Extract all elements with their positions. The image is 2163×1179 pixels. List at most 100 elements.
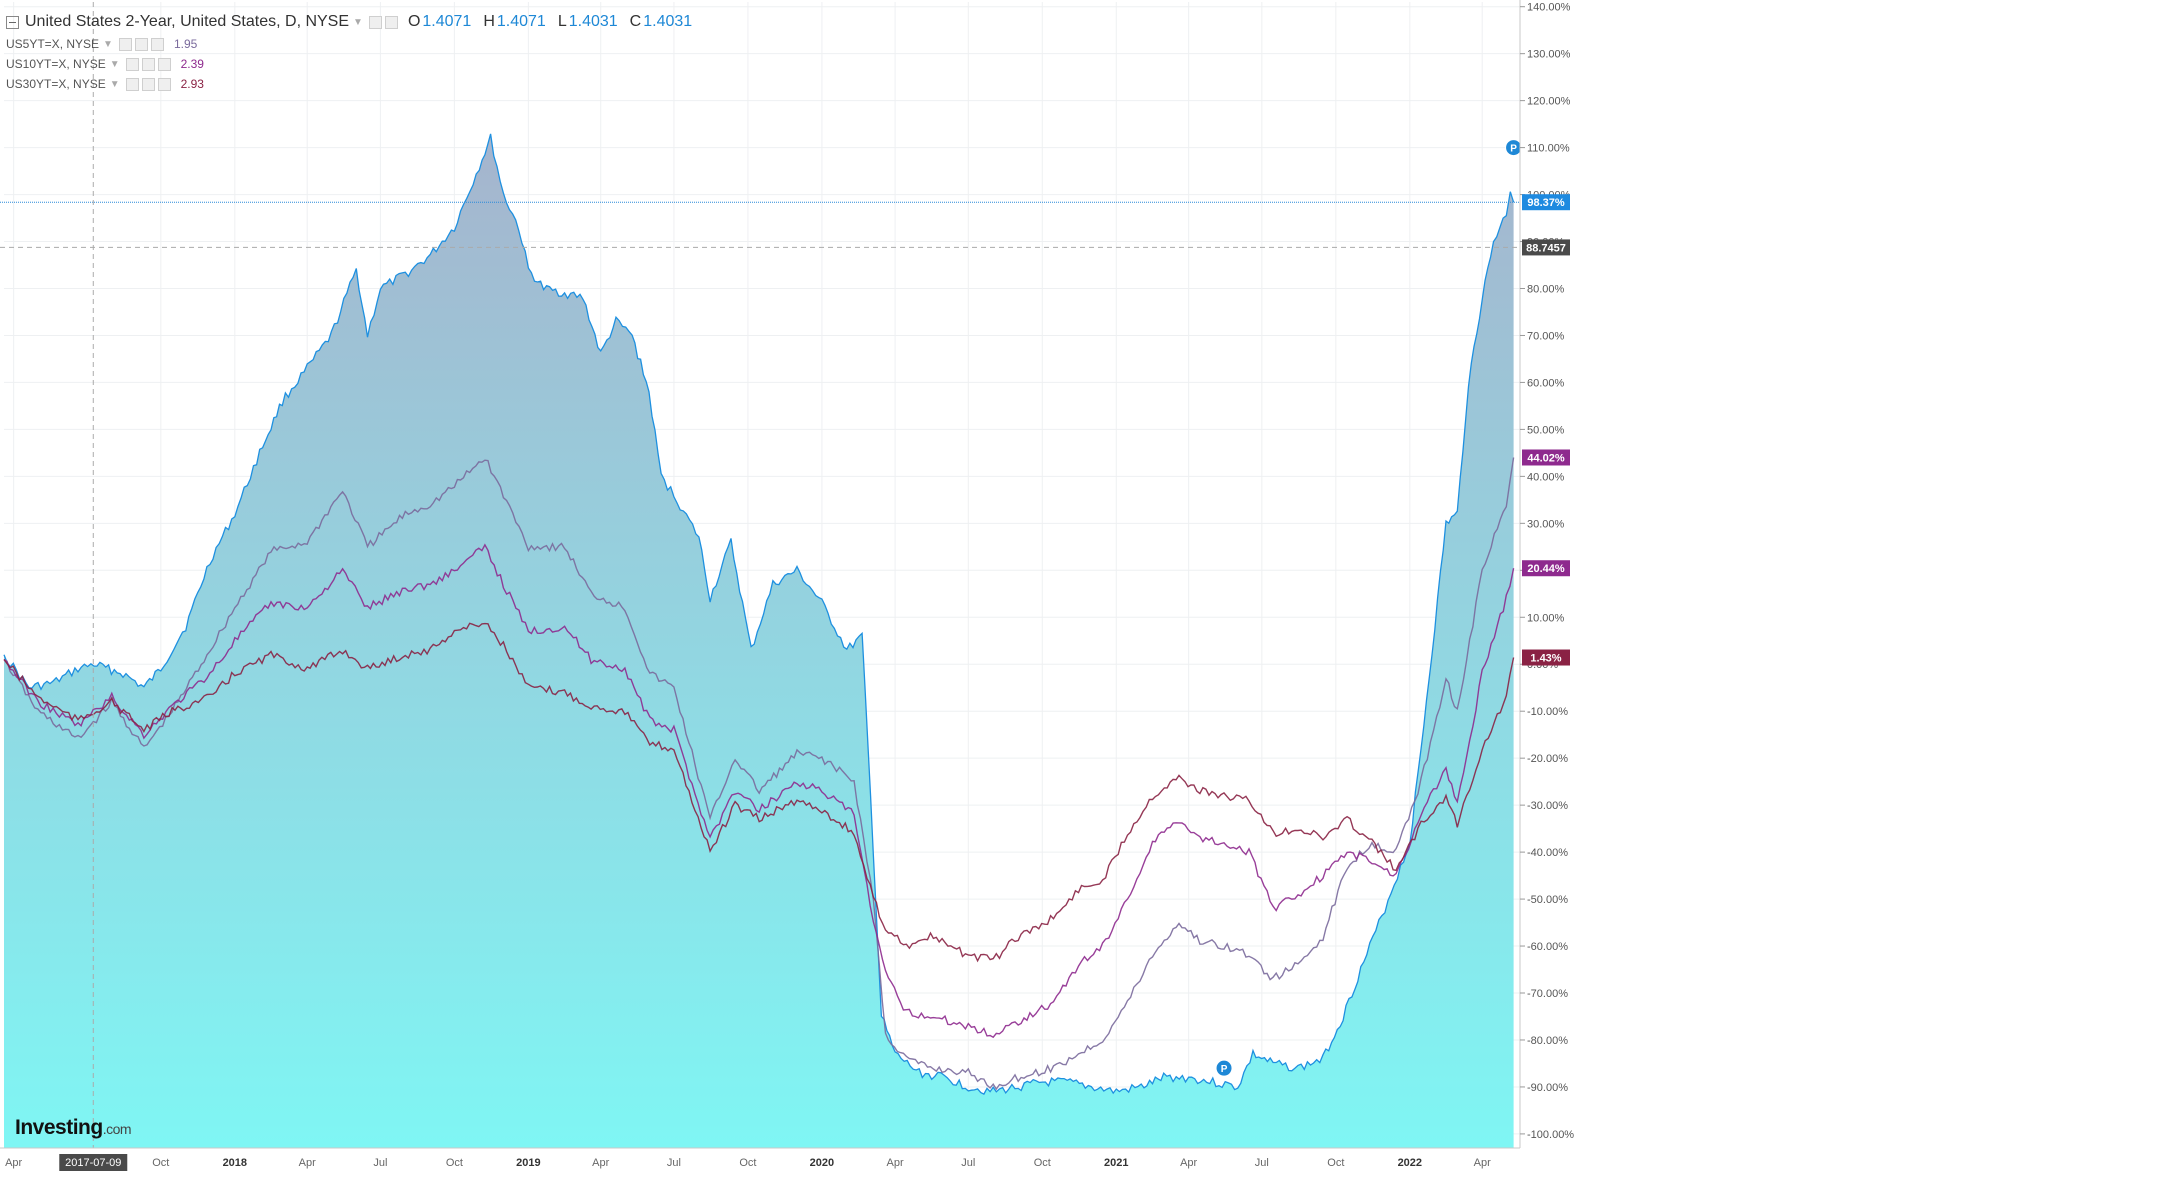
x-tick-label: Apr bbox=[592, 1157, 609, 1169]
study-controls bbox=[118, 37, 164, 51]
series-line-us10y bbox=[3, 543, 1515, 1039]
ohlc-open: O 1.4071 bbox=[407, 13, 472, 30]
y-tick-label: -100.00% bbox=[1527, 1129, 1574, 1141]
eye-icon[interactable] bbox=[118, 37, 132, 51]
x-tick-label: Apr bbox=[887, 1157, 904, 1169]
y-tick-label: -50.00% bbox=[1527, 894, 1568, 906]
y-tick-label: -60.00% bbox=[1527, 941, 1568, 953]
x-tick-label: Oct bbox=[1034, 1157, 1051, 1169]
y-axis[interactable]: 140.00%130.00%120.00%110.00%100.00%90.00… bbox=[1519, 0, 2163, 1179]
y-tick-label: -90.00% bbox=[1527, 1082, 1568, 1094]
logo-main: Investing bbox=[15, 1116, 103, 1139]
price-label: 88.7457 bbox=[1522, 239, 1570, 256]
area-layer bbox=[4, 133, 1514, 1148]
ohlc-low: L 1.4031 bbox=[557, 13, 618, 30]
series-area-us2y bbox=[4, 133, 1514, 1148]
y-tick-label: 40.00% bbox=[1527, 471, 1565, 483]
x-tick-label: Apr bbox=[299, 1157, 316, 1169]
legend-main-row: United States 2-Year, United States, D, … bbox=[6, 10, 704, 34]
legend-study-us5y: US5YT=X, NYSE ▼ 1.95 bbox=[6, 34, 704, 54]
y-tick-label: 70.00% bbox=[1527, 330, 1565, 342]
y-tick-label: 60.00% bbox=[1527, 377, 1565, 389]
ohlc-high: H 1.4071 bbox=[483, 13, 546, 30]
series-line-us2y bbox=[3, 133, 1515, 1095]
price-label: 98.37% bbox=[1522, 194, 1570, 211]
price-label-text: 20.44% bbox=[1527, 563, 1565, 575]
close-icon[interactable] bbox=[150, 37, 164, 51]
price-label-text: 1.43% bbox=[1530, 653, 1561, 665]
x-tick-label: 2020 bbox=[810, 1157, 834, 1169]
eye-icon[interactable] bbox=[125, 77, 139, 91]
x-tick-label: Jul bbox=[373, 1157, 387, 1169]
price-label: 44.02% bbox=[1522, 449, 1570, 466]
x-axis[interactable]: Apr 2017-07-09 Oct 2018 Apr Jul Oct 2019 Apr Jul O… bbox=[0, 1147, 1520, 1179]
main-series-controls bbox=[368, 15, 398, 29]
price-label-bg bbox=[1522, 449, 1570, 466]
marker-circle bbox=[1215, 1059, 1233, 1077]
x-tick-label: Oct bbox=[446, 1157, 463, 1169]
price-label: 1.43% bbox=[1522, 649, 1570, 666]
y-tick-label: -10.00% bbox=[1527, 706, 1568, 718]
settings-icon[interactable] bbox=[141, 77, 155, 91]
legend-study-us10y: US10YT=X, NYSE ▼ 2.39 bbox=[6, 54, 704, 74]
legend: United States 2-Year, United States, D, … bbox=[6, 10, 704, 94]
overlay-layer: PP bbox=[0, 2, 1523, 1148]
y-tick-label: 10.00% bbox=[1527, 612, 1565, 624]
ohlc-close: C 1.4031 bbox=[629, 13, 693, 30]
x-tick-label: 2021 bbox=[1104, 1157, 1128, 1169]
price-label-bg bbox=[1522, 194, 1570, 211]
y-tick-label: -80.00% bbox=[1527, 1035, 1568, 1047]
price-label-text: 98.37% bbox=[1527, 197, 1565, 209]
series-line-us5y bbox=[3, 457, 1515, 1091]
y-axis-bg bbox=[1520, 0, 2163, 1179]
x-tick-label: Jul bbox=[667, 1157, 681, 1169]
eye-icon[interactable] bbox=[368, 15, 382, 29]
y-tick-label: 50.00% bbox=[1527, 424, 1565, 436]
chevron-down-icon[interactable]: ▼ bbox=[103, 38, 113, 50]
study-value: 2.93 bbox=[180, 77, 204, 91]
y-tick-label: 30.00% bbox=[1527, 518, 1565, 530]
price-label-bg bbox=[1522, 649, 1570, 666]
study-name[interactable]: US5YT=X, NYSE bbox=[6, 37, 100, 51]
marker-pin: P bbox=[1505, 139, 1523, 157]
study-value: 1.95 bbox=[173, 37, 198, 51]
price-label-bg bbox=[1522, 560, 1570, 577]
settings-icon[interactable] bbox=[134, 37, 148, 51]
x-tick-label: Jul bbox=[961, 1157, 975, 1169]
line-layer bbox=[3, 133, 1515, 1095]
collapse-icon[interactable] bbox=[6, 15, 19, 29]
close-icon[interactable] bbox=[157, 57, 171, 71]
x-tick-label: Apr bbox=[1180, 1157, 1197, 1169]
x-tick-label: Oct bbox=[739, 1157, 756, 1169]
marker-label: P bbox=[1221, 1064, 1228, 1075]
price-label-bg bbox=[1522, 239, 1570, 256]
price-label: 20.44% bbox=[1522, 560, 1570, 577]
x-tick-label: Oct bbox=[152, 1157, 169, 1169]
crosshair-date-badge bbox=[59, 1154, 128, 1171]
x-axis-bg bbox=[0, 1148, 1520, 1179]
close-icon[interactable] bbox=[157, 77, 171, 91]
crosshair-date-label: 2017-07-09 bbox=[65, 1157, 121, 1169]
eye-icon[interactable] bbox=[125, 57, 139, 71]
chevron-down-icon[interactable]: ▼ bbox=[109, 58, 120, 70]
study-name[interactable]: US10YT=X, NYSE bbox=[6, 57, 106, 71]
settings-icon[interactable] bbox=[141, 57, 155, 71]
study-name[interactable]: US30YT=X, NYSE bbox=[6, 77, 106, 91]
marker-pin: P bbox=[1215, 1059, 1233, 1077]
logo-suffix: .com bbox=[102, 1121, 132, 1137]
study-controls bbox=[125, 77, 171, 91]
y-tick-label: -30.00% bbox=[1527, 800, 1568, 812]
y-tick-label: 80.00% bbox=[1527, 284, 1565, 296]
chevron-down-icon[interactable]: ▼ bbox=[353, 16, 363, 28]
x-tick-label: 2022 bbox=[1398, 1157, 1422, 1169]
price-label-text: 44.02% bbox=[1527, 452, 1565, 464]
investing-logo[interactable]: Investing.com bbox=[15, 1116, 132, 1140]
main-series-title[interactable]: United States 2-Year, United States, D, … bbox=[25, 13, 350, 30]
legend-study-us30y: US30YT=X, NYSE ▼ 2.93 bbox=[6, 74, 704, 94]
y-tick-label: -70.00% bbox=[1527, 988, 1568, 1000]
y-tick-label: -40.00% bbox=[1527, 847, 1568, 859]
chevron-down-icon[interactable]: ▼ bbox=[109, 78, 120, 90]
settings-icon[interactable] bbox=[384, 15, 398, 29]
y-tick-label: 110.00% bbox=[1527, 143, 1570, 155]
